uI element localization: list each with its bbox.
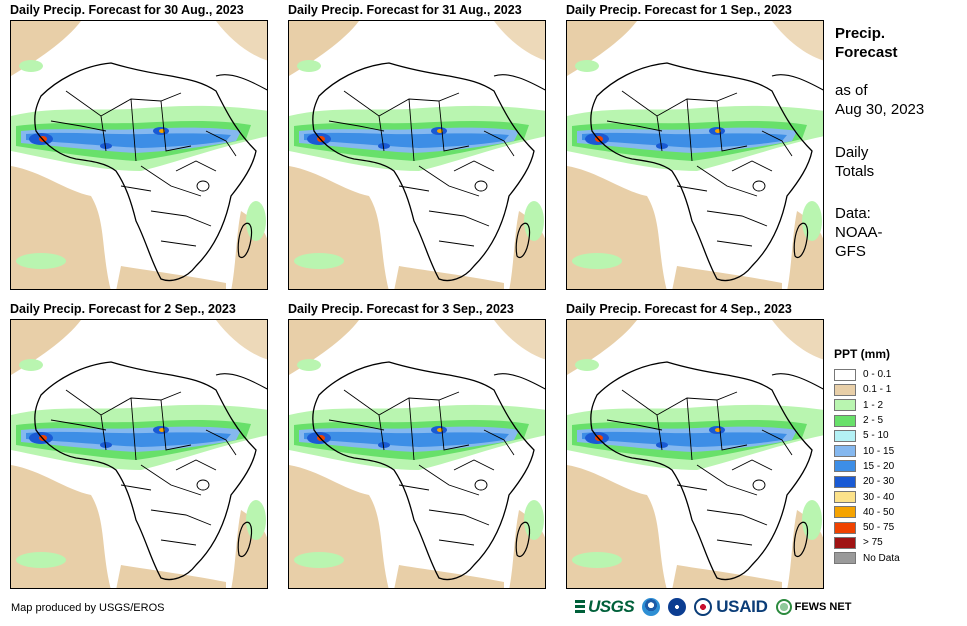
legend-swatch [834, 460, 856, 473]
data-source-line: GFS [835, 243, 866, 260]
legend-swatch [834, 536, 856, 549]
legend-title: PPT (mm) [834, 347, 891, 361]
legend-label: 1 - 2 [863, 399, 884, 411]
panel-title: Daily Precip. Forecast for 2 Sep., 2023 [10, 302, 236, 316]
legend-label: 0.1 - 1 [863, 384, 892, 396]
legend-swatch [834, 521, 856, 534]
legend-item: 30 - 40 [834, 489, 900, 504]
legend-swatch [834, 399, 856, 412]
agency-logos: USGS USAID FEWS NET [575, 597, 851, 617]
africa-precip-map [10, 20, 268, 290]
usgs-bars-icon [575, 600, 585, 614]
legend-label: 50 - 75 [863, 522, 895, 534]
legend-label: 30 - 40 [863, 491, 895, 503]
legend-label: No Data [863, 552, 900, 564]
legend-swatch [834, 552, 856, 565]
fewsnet-logo: FEWS NET [775, 599, 852, 615]
africa-precip-map [288, 319, 546, 589]
legend-item: > 75 [834, 535, 900, 550]
fewsnet-wordmark: FEWS NET [794, 601, 852, 613]
legend-item: 40 - 50 [834, 505, 900, 520]
precip-legend: PPT (mm) 0 - 0.1 0.1 - 1 1 - 2 2 - 5 5 - 10 1… [834, 347, 900, 566]
legend-swatch [834, 414, 856, 427]
as-of-date: Aug 30, 2023 [835, 101, 925, 118]
africa-precip-map [566, 319, 824, 589]
fewsnet-seal-icon [775, 599, 792, 615]
totals-line: Daily [835, 144, 869, 161]
legend-items: 0 - 0.1 0.1 - 1 1 - 2 2 - 5 5 - 10 10 - 15 15 … [834, 367, 900, 566]
usgs-logo: USGS [575, 597, 635, 617]
africa-precip-map [566, 20, 824, 290]
panel-title: Daily Precip. Forecast for 3 Sep., 2023 [288, 302, 514, 316]
heading-line: Precip. [835, 25, 886, 42]
data-source: Data: NOAA- GFS [835, 204, 965, 261]
usaid-wordmark: USAID [716, 597, 768, 616]
legend-item: No Data [834, 551, 900, 566]
legend-item: 15 - 20 [834, 459, 900, 474]
legend-label: 0 - 0.1 [863, 369, 892, 381]
map-credit: Map produced by USGS/EROS [11, 602, 165, 614]
legend-label: > 75 [863, 537, 883, 549]
as-of-line: as of [835, 82, 868, 99]
as-of-text: as of Aug 30, 2023 [835, 81, 965, 119]
legend-item: 50 - 75 [834, 520, 900, 535]
legend-label: 40 - 50 [863, 506, 895, 518]
usaid-seal-icon [694, 598, 713, 616]
legend-swatch [834, 491, 856, 504]
legend-item: 10 - 15 [834, 443, 900, 458]
panel-title: Daily Precip. Forecast for 31 Aug., 2023 [288, 3, 522, 17]
panel-title: Daily Precip. Forecast for 1 Sep., 2023 [566, 3, 792, 17]
legend-item: 5 - 10 [834, 428, 900, 443]
legend-item: 1 - 2 [834, 398, 900, 413]
legend-swatch [834, 475, 856, 488]
africa-precip-map [10, 319, 268, 589]
legend-label: 5 - 10 [863, 430, 889, 442]
panel-title: Daily Precip. Forecast for 4 Sep., 2023 [566, 302, 792, 316]
legend-swatch [834, 445, 856, 458]
legend-item: 2 - 5 [834, 413, 900, 428]
legend-swatch [834, 429, 856, 442]
usgs-wordmark: USGS [588, 597, 635, 616]
legend-label: 10 - 15 [863, 445, 895, 457]
forecast-info: Precip. Forecast as of Aug 30, 2023 Dail… [835, 24, 965, 261]
usaid-logo: USAID [694, 597, 768, 617]
legend-swatch [834, 368, 856, 381]
heading-line: Forecast [835, 44, 898, 61]
legend-item: 0 - 0.1 [834, 367, 900, 382]
africa-precip-map [288, 20, 546, 290]
info-heading: Precip. Forecast [835, 24, 965, 62]
legend-label: 2 - 5 [863, 415, 884, 427]
totals-text: Daily Totals [835, 143, 965, 181]
panel-title: Daily Precip. Forecast for 30 Aug., 2023 [10, 3, 244, 17]
legend-item: 20 - 30 [834, 474, 900, 489]
legend-swatch [834, 506, 856, 519]
nasa-logo-icon [668, 598, 687, 616]
legend-item: 0.1 - 1 [834, 382, 900, 397]
legend-label: 15 - 20 [863, 460, 895, 472]
legend-label: 20 - 30 [863, 476, 895, 488]
legend-swatch [834, 383, 856, 396]
totals-line: Totals [835, 163, 875, 180]
noaa-logo-icon [642, 598, 661, 616]
data-source-line: Data: [835, 205, 871, 222]
data-source-line: NOAA- [835, 224, 883, 241]
